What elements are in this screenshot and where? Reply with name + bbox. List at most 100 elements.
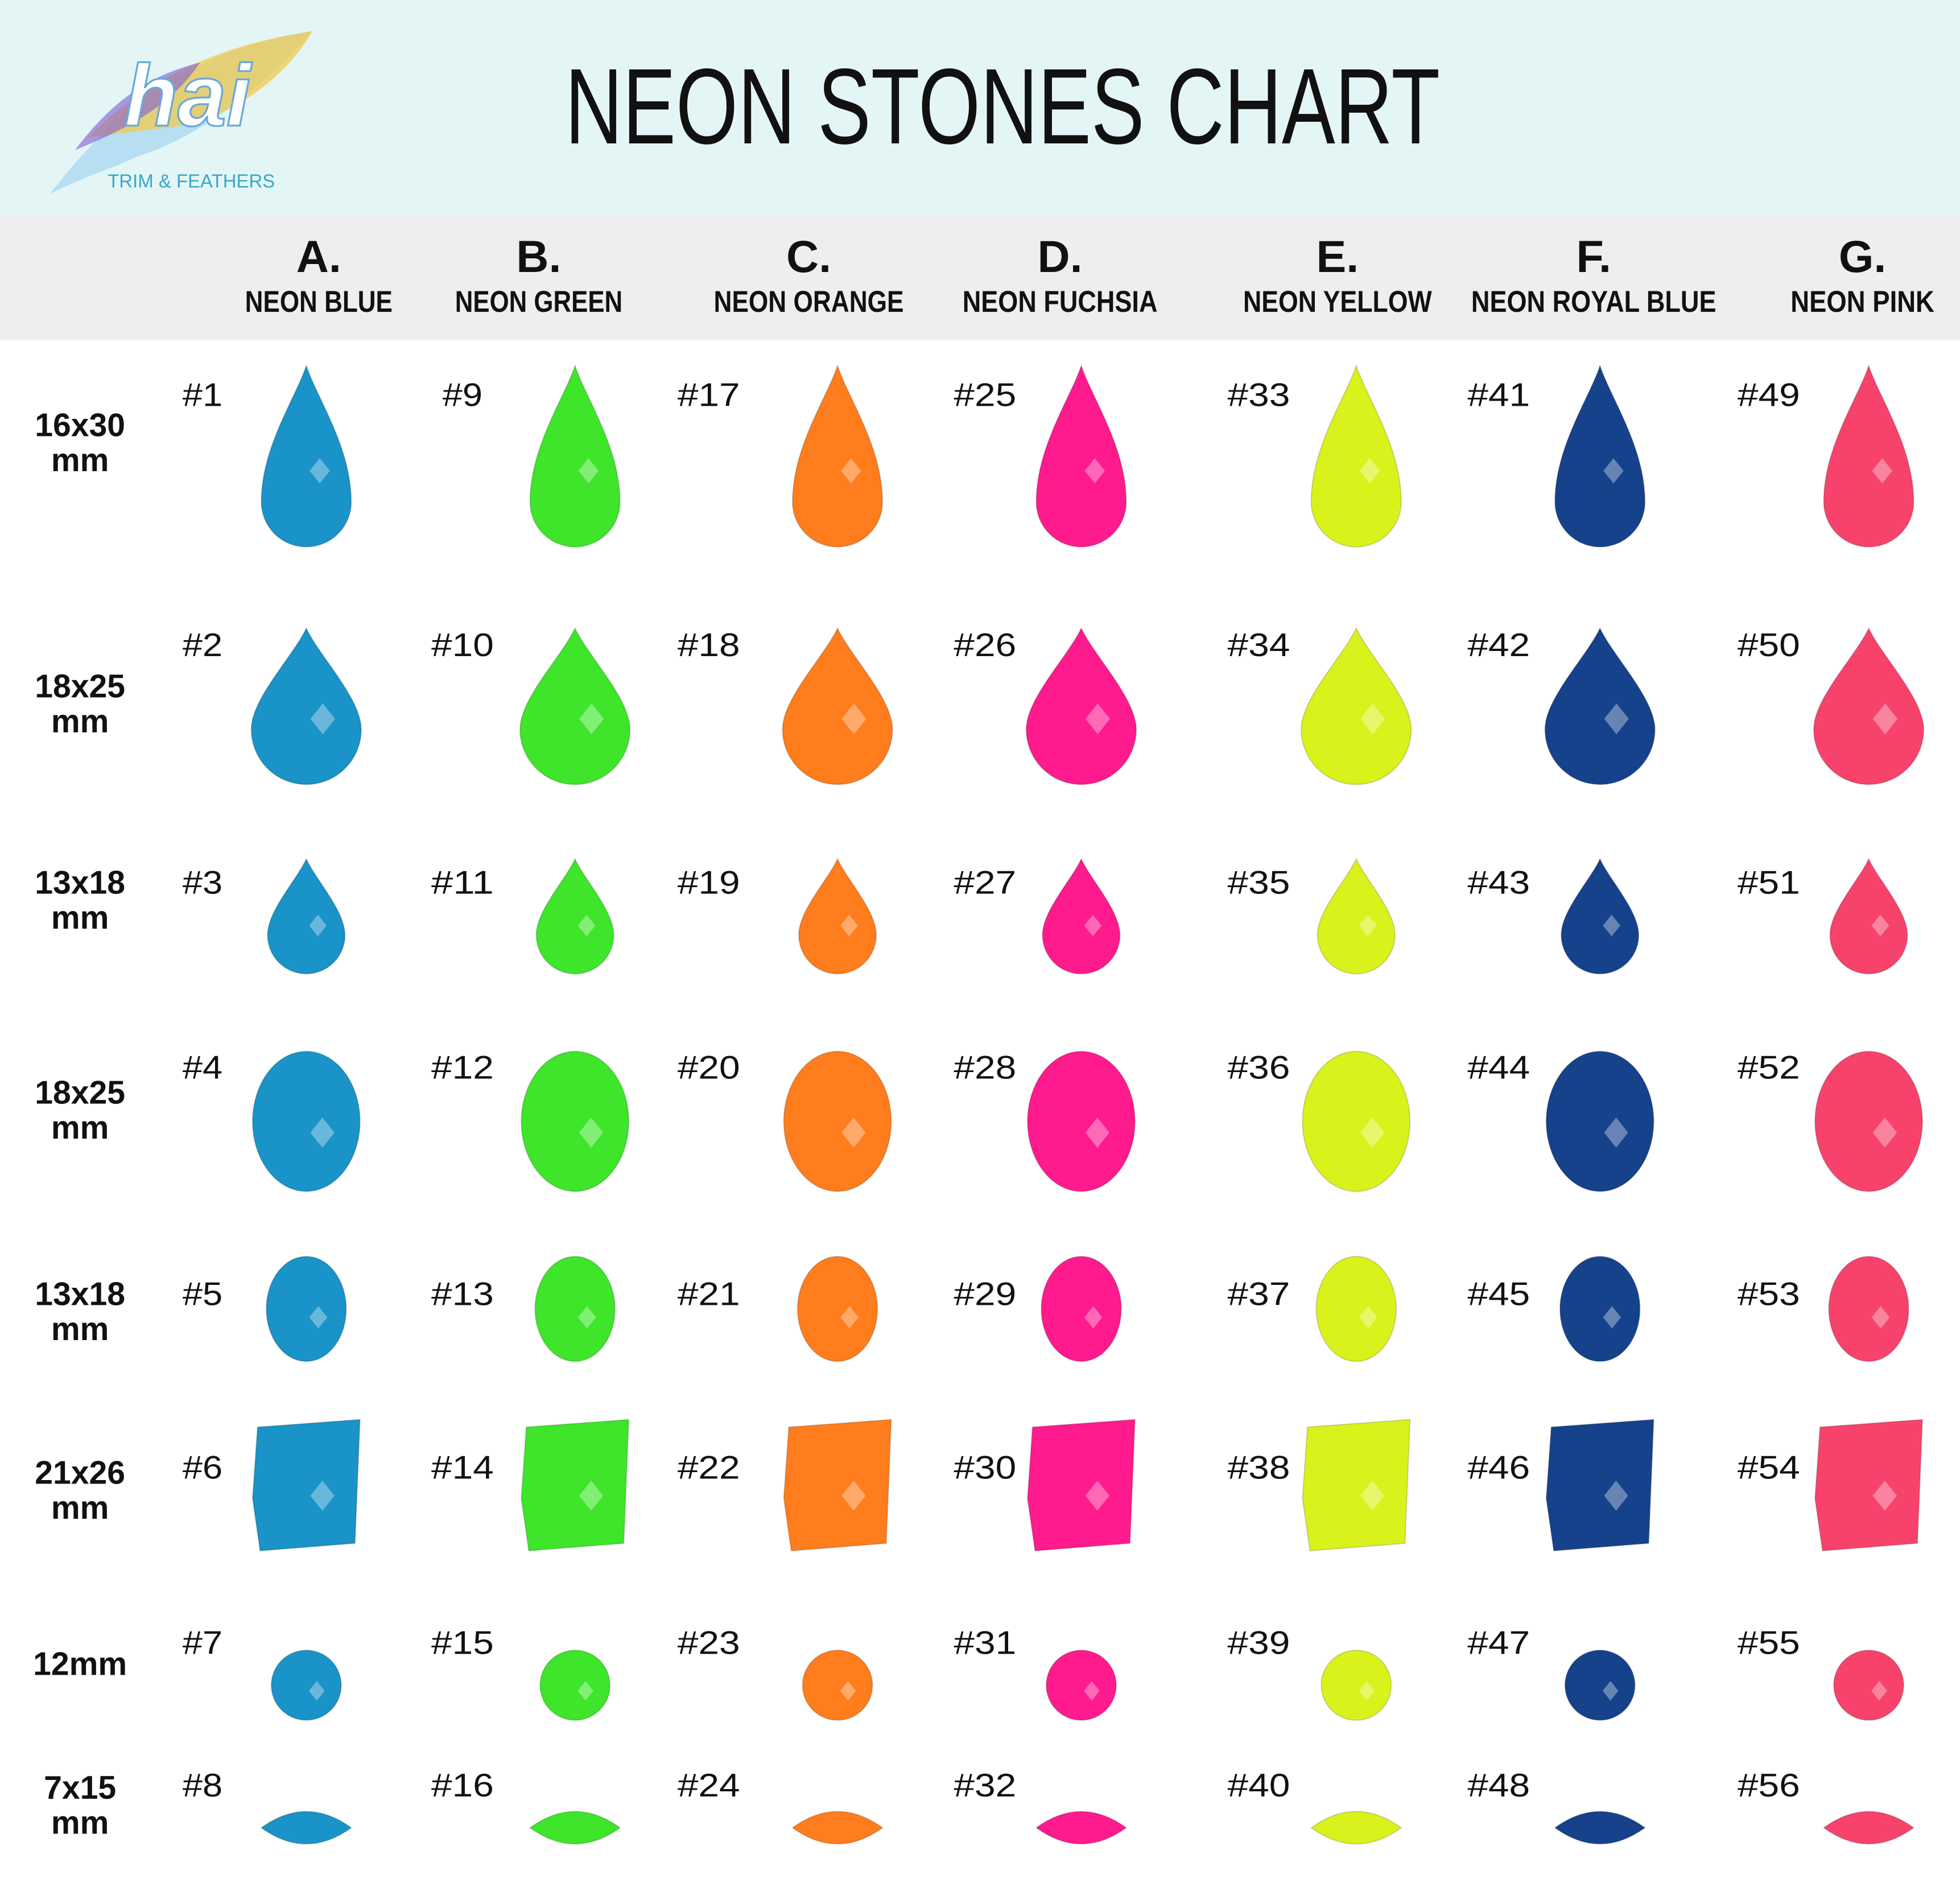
row-size-label: mm — [51, 442, 109, 479]
header-band — [0, 0, 1960, 215]
row-size-label: 16x30 — [35, 407, 125, 443]
stone — [1302, 1050, 1411, 1192]
stone-number: #35 — [1228, 865, 1290, 901]
stone — [1025, 627, 1137, 785]
stone-swatch — [791, 1811, 884, 1845]
stone — [1310, 1811, 1402, 1845]
stone — [1301, 627, 1412, 785]
stone-swatch — [783, 1050, 892, 1192]
stone-number: #56 — [1738, 1767, 1800, 1804]
stone-number: #8 — [183, 1767, 222, 1804]
stone-swatch — [791, 364, 884, 548]
stone — [251, 1419, 361, 1552]
stone — [1823, 364, 1914, 548]
stone — [1559, 1255, 1641, 1362]
stone-swatch — [519, 627, 631, 785]
stone — [1042, 857, 1121, 975]
stone-number: #2 — [183, 627, 222, 663]
stone-swatch — [1813, 627, 1925, 785]
stone — [521, 1050, 630, 1192]
stone-facet — [310, 1117, 335, 1148]
column-letter: G. — [1839, 231, 1886, 282]
stone-number: #44 — [1467, 1050, 1530, 1086]
stone-facet — [1360, 1117, 1385, 1148]
stone-number: #51 — [1738, 865, 1800, 901]
logo-tagline: TRIM & FEATHERS — [108, 170, 275, 191]
stone — [1026, 1419, 1136, 1552]
stone-swatch — [1560, 857, 1640, 975]
stone — [1560, 857, 1640, 975]
column-name: NEON PINK — [1790, 285, 1934, 319]
stone-swatch — [1823, 364, 1914, 548]
stone-facet — [1360, 1481, 1385, 1511]
stone-swatch — [535, 857, 614, 975]
stone-number: #13 — [431, 1276, 494, 1312]
row-size-label: mm — [51, 900, 109, 936]
stone-swatch — [1310, 1811, 1402, 1845]
stone-swatch — [1545, 1419, 1654, 1552]
stone-number: #23 — [678, 1625, 740, 1661]
logo-brand: hai — [125, 47, 253, 145]
stone-number: #15 — [431, 1625, 494, 1661]
stone-number: #3 — [183, 865, 222, 901]
stone — [798, 857, 877, 975]
stone-number: #22 — [678, 1450, 740, 1486]
stone — [1321, 1649, 1392, 1721]
stone-number: #39 — [1228, 1625, 1290, 1661]
stone-swatch — [529, 1811, 621, 1845]
stone — [521, 1419, 630, 1552]
stone — [1310, 364, 1402, 548]
stone — [529, 364, 621, 548]
stone — [1813, 627, 1925, 785]
stone-swatch — [1035, 1811, 1128, 1845]
stone — [802, 1649, 873, 1721]
stone-swatch — [1545, 1050, 1654, 1192]
stone — [1554, 1811, 1647, 1845]
stone-swatch — [1833, 1649, 1905, 1721]
stone-swatch — [1045, 1649, 1117, 1721]
stone-number: #17 — [678, 377, 740, 414]
stone — [1814, 1419, 1924, 1552]
stone — [1822, 1811, 1915, 1845]
column-letter: B. — [516, 231, 561, 282]
stone — [1829, 857, 1908, 975]
stone-facet — [1085, 1481, 1109, 1511]
stone — [791, 364, 884, 548]
stone — [261, 364, 352, 548]
stone-swatch — [265, 1255, 347, 1362]
stone-number: #12 — [431, 1050, 494, 1086]
stone — [1828, 1255, 1909, 1362]
stone-number: #7 — [183, 1625, 222, 1661]
stone-swatch — [529, 364, 621, 548]
stone-swatch — [521, 1419, 630, 1552]
stone-facet — [1604, 703, 1629, 735]
column-name: NEON ORANGE — [714, 285, 904, 319]
stone — [1564, 1649, 1636, 1721]
stone-number: #34 — [1228, 627, 1290, 663]
stone-facet — [577, 914, 596, 937]
stone-number: #54 — [1738, 1450, 1800, 1486]
stone-number: #4 — [183, 1050, 222, 1086]
stone-number: #14 — [431, 1450, 494, 1486]
stone — [1302, 1419, 1411, 1552]
stone-swatch — [521, 1050, 630, 1192]
stone — [265, 1255, 347, 1362]
stone-number: #37 — [1228, 1276, 1290, 1312]
stone-swatch — [1814, 1419, 1924, 1552]
stone-facet — [309, 914, 327, 937]
stone-facet — [310, 1481, 335, 1511]
stone-swatch — [1026, 1419, 1136, 1552]
stone-swatch — [267, 857, 346, 975]
stone-swatch — [1321, 1649, 1392, 1721]
stone-facet — [840, 914, 858, 937]
stone-number: #41 — [1467, 377, 1530, 414]
stone-swatch — [1814, 1050, 1924, 1192]
stone-swatch — [802, 1649, 873, 1721]
stone — [1041, 1255, 1122, 1362]
stone-number: #53 — [1738, 1276, 1800, 1312]
stone-swatch — [1554, 1811, 1647, 1845]
chart-title: NEON STONES CHART — [565, 47, 1440, 167]
stone-swatch — [1035, 364, 1127, 548]
column-header-band — [0, 215, 1960, 340]
